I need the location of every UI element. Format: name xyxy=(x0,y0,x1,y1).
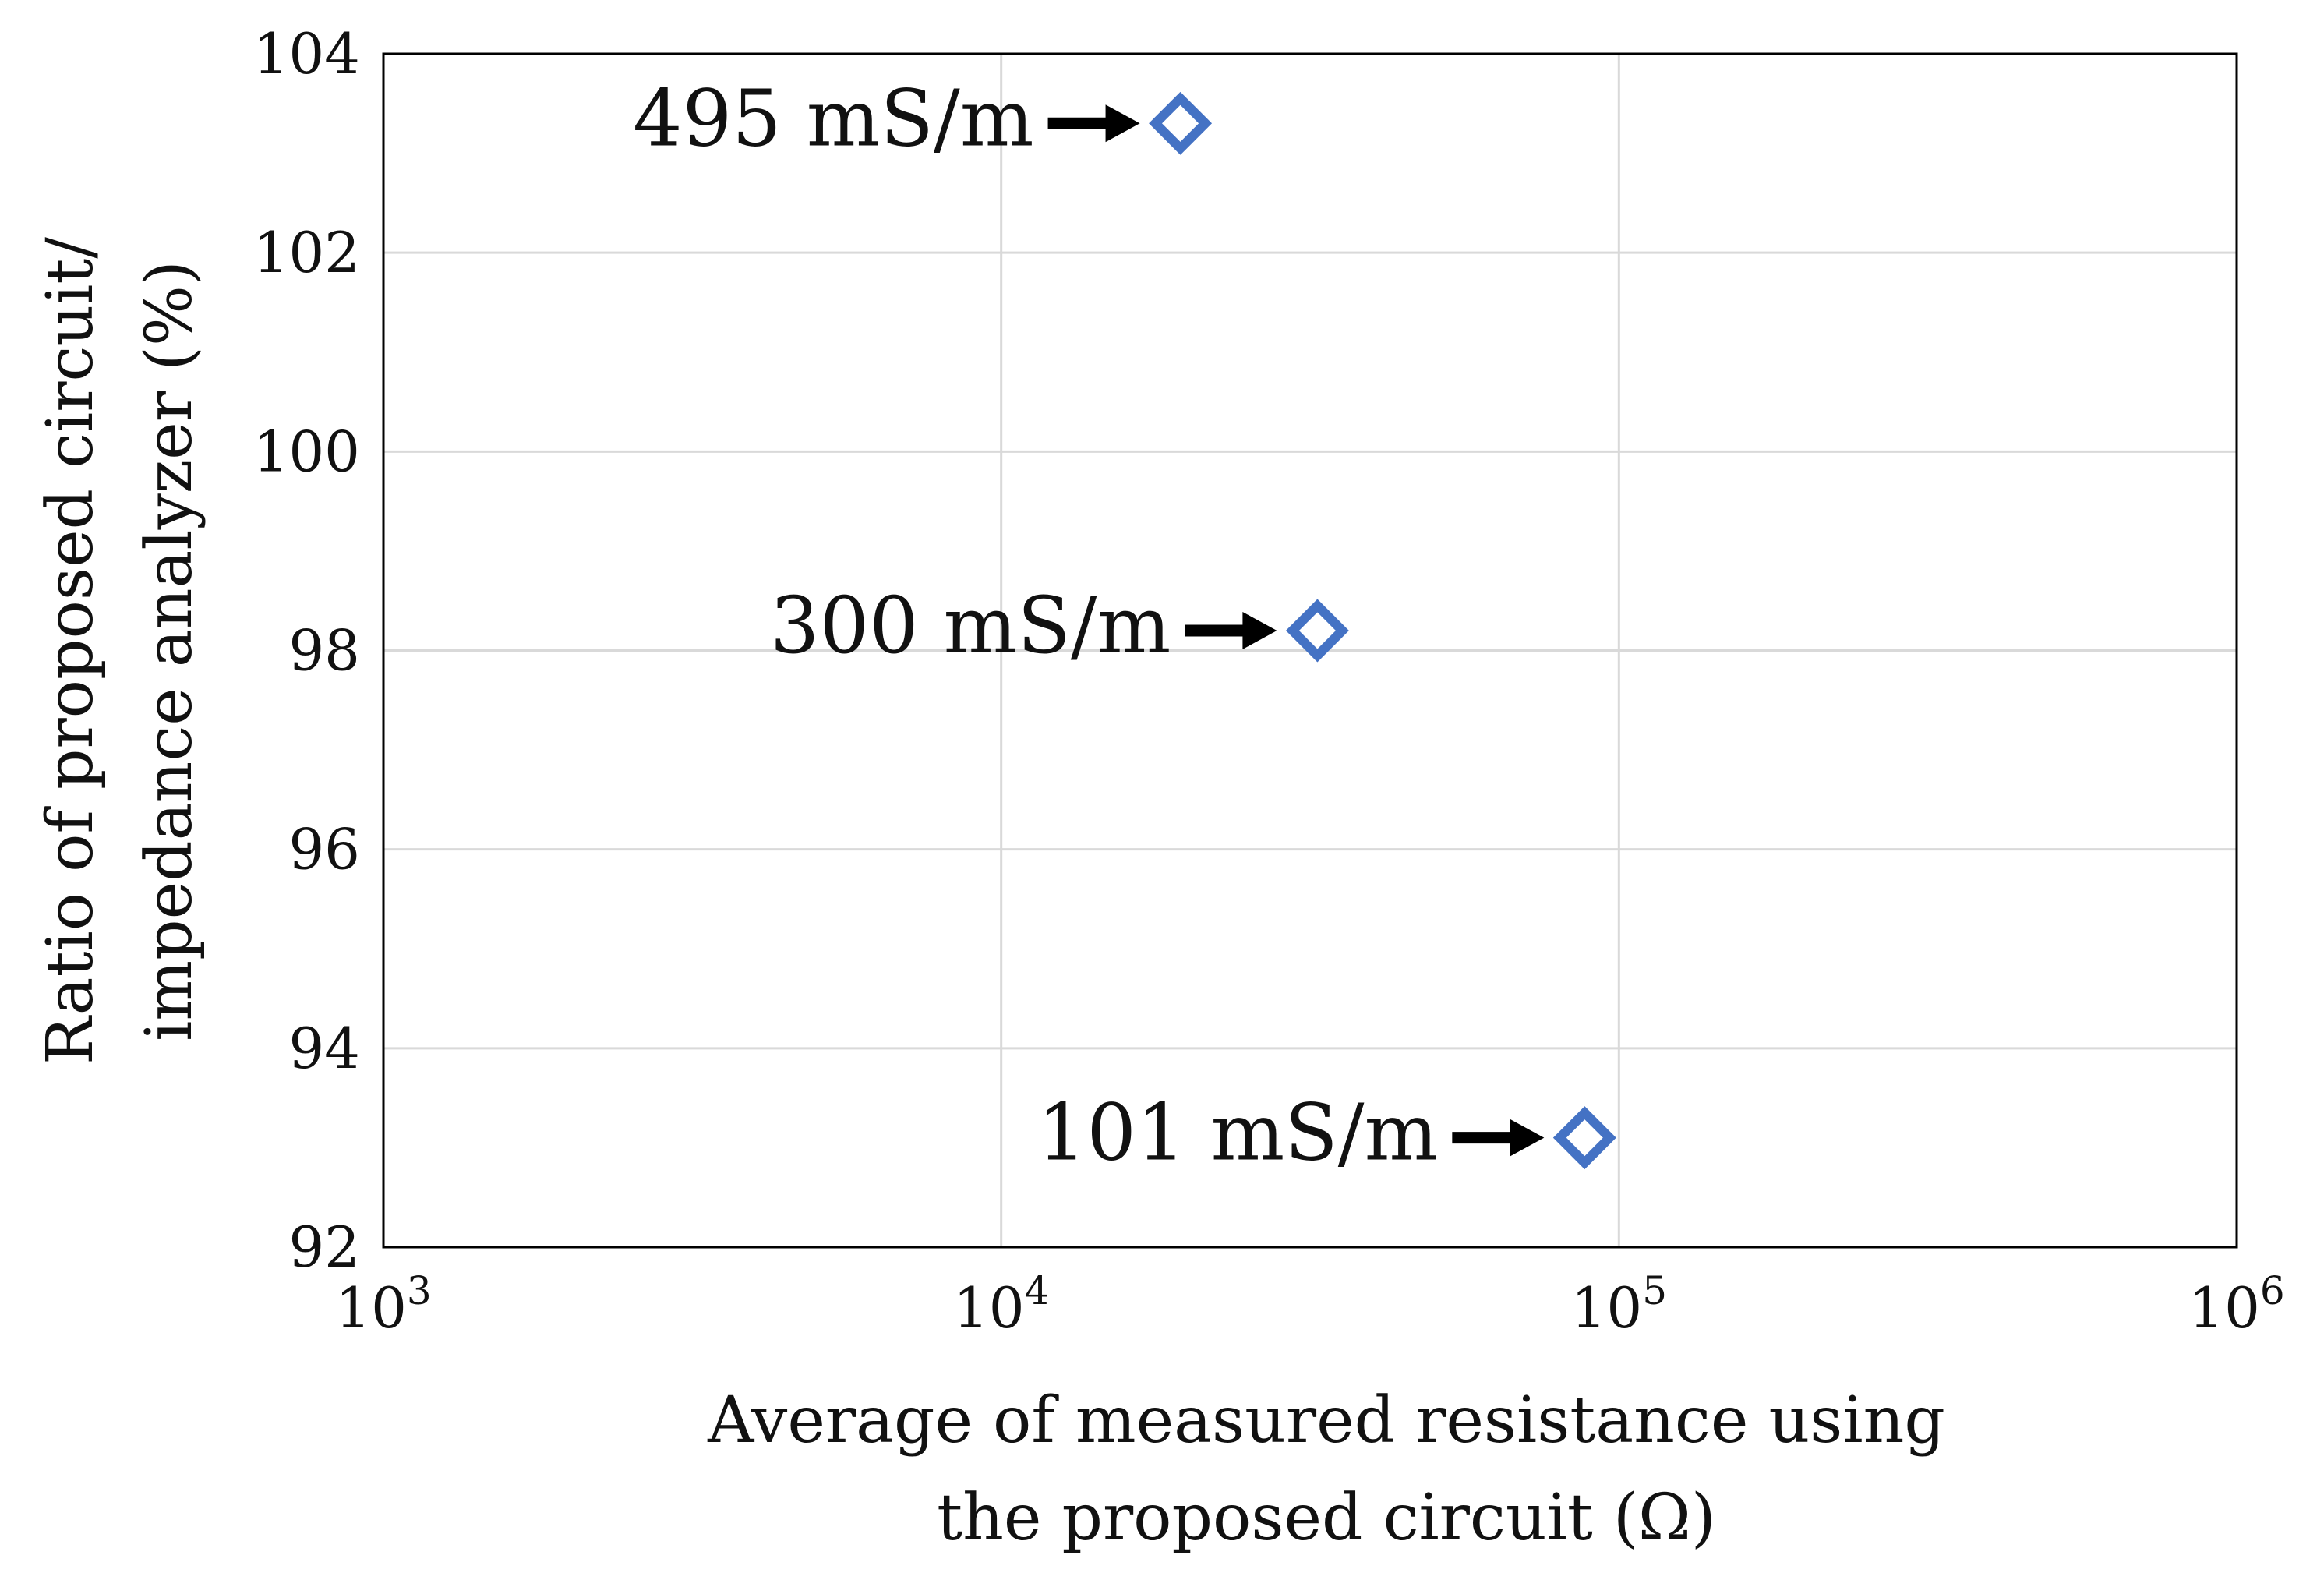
annotation-arrow-head xyxy=(1105,104,1140,143)
x-tick-base: 10 xyxy=(953,1275,1025,1341)
x-tick-label: 103 xyxy=(335,1268,431,1341)
y-tick-label: 94 xyxy=(288,1016,360,1081)
x-tick-exponent: 4 xyxy=(1025,1268,1050,1313)
y-tick-label: 104 xyxy=(253,21,360,87)
y-tick-label: 96 xyxy=(288,817,360,882)
data-point-label: 495 mS/m xyxy=(633,72,1034,164)
x-tick-base: 10 xyxy=(2188,1275,2260,1341)
y-tick-label: 100 xyxy=(253,419,360,484)
y-tick-label: 102 xyxy=(253,220,360,285)
annotation-arrow-head xyxy=(1510,1119,1545,1157)
data-point-label: 300 mS/m xyxy=(770,580,1171,671)
x-tick-base: 10 xyxy=(1571,1275,1643,1341)
y-axis-ticks: 92 94 96 98 100 102 104 xyxy=(253,21,360,1280)
x-tick-base: 10 xyxy=(335,1275,407,1341)
x-tick-label: 105 xyxy=(1571,1268,1667,1341)
x-tick-label: 104 xyxy=(953,1268,1049,1341)
data-points: 495 mS/m 300 mS/m 101 mS/m xyxy=(633,72,1616,1179)
plot-area-frame xyxy=(382,52,2238,1249)
y-axis-label-line-2: impedance analyzer (%) xyxy=(132,260,207,1041)
x-axis-label-line-2: the proposed circuit (Ω) xyxy=(937,1481,1716,1555)
annotation-arrow-head xyxy=(1242,611,1277,649)
x-axis-label-line-1: Average of measured resistance using xyxy=(707,1384,1945,1458)
data-point-diamond xyxy=(1552,1106,1616,1170)
x-tick-exponent: 5 xyxy=(1642,1268,1667,1313)
x-tick-exponent: 3 xyxy=(407,1268,432,1313)
data-point-label: 101 mS/m xyxy=(1037,1087,1439,1179)
x-tick-label: 106 xyxy=(2188,1268,2284,1341)
x-axis-ticks: 103 104 105 106 xyxy=(335,1268,2284,1341)
data-point-diamond xyxy=(1285,599,1349,663)
data-point-diamond xyxy=(1149,91,1213,155)
y-axis-label-line-1: Ratio of proposed circuit/ xyxy=(34,237,108,1065)
x-tick-exponent: 6 xyxy=(2260,1268,2285,1313)
y-tick-label: 92 xyxy=(288,1214,360,1280)
y-tick-label: 98 xyxy=(288,618,360,684)
